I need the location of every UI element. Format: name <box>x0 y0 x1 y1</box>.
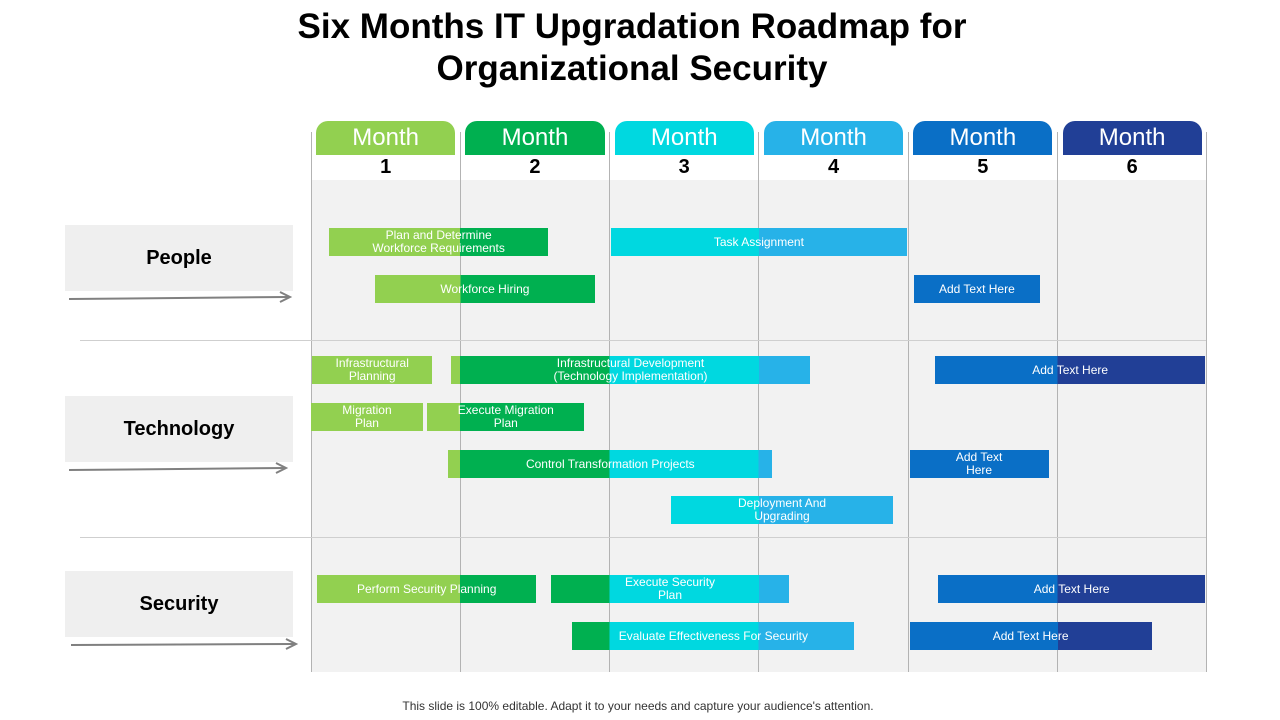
title-line-1: Six Months IT Upgradation Roadmap for <box>297 7 967 46</box>
task-bar: Plan and Determine Workforce Requirement… <box>328 228 549 256</box>
month-header-4: Month <box>763 121 904 155</box>
task-bar: Add Text Here <box>909 622 1152 650</box>
month-header-6: Month <box>1062 121 1202 155</box>
task-bar: Execute Migration Plan <box>427 403 585 431</box>
row-label-people: People <box>65 225 293 291</box>
row-separator <box>80 537 1206 538</box>
grid-line-vertical <box>459 132 461 672</box>
month-number-4: 4 <box>827 156 840 178</box>
grid-line-vertical <box>758 132 760 672</box>
task-bar: Add Text Here <box>938 575 1206 603</box>
footer-note: This slide is 100% editable. Adapt it to… <box>402 699 874 713</box>
month-header-1: Month <box>316 121 456 155</box>
task-bar: Evaluate Effectiveness For Security <box>572 622 855 650</box>
task-bar: Task Assignment <box>611 228 907 256</box>
page-title: Six Months IT Upgradation Roadmap for Or… <box>0 6 1264 90</box>
title-line-2: Organizational Security <box>436 49 828 88</box>
month-header-3: Month <box>614 121 754 155</box>
month-number-2: 2 <box>529 156 541 178</box>
row-label-technology: Technology <box>65 396 293 462</box>
task-bar: Add Text Here <box>935 356 1206 384</box>
month-number-6: 6 <box>1126 156 1138 178</box>
technology-arrow-icon <box>68 462 289 474</box>
month-number-5: 5 <box>977 156 989 178</box>
grid-line-vertical <box>1206 132 1208 672</box>
month-header-2: Month <box>465 121 605 155</box>
task-bar: Execute Security Plan <box>551 575 789 603</box>
task-bar: Add Text Here <box>914 275 1040 303</box>
people-arrow-icon <box>68 291 293 303</box>
task-bar: Deployment And Upgrading <box>670 496 894 524</box>
task-bar: Workforce Hiring <box>375 275 595 303</box>
task-bar: Infrastructural Planning <box>312 356 432 384</box>
grid-line-vertical <box>907 132 909 672</box>
row-separator <box>80 340 1206 341</box>
grid-line-vertical <box>1057 132 1058 672</box>
month-header-5: Month <box>913 121 1053 155</box>
task-bar: Migration Plan <box>311 403 423 431</box>
security-arrow-icon <box>70 638 299 650</box>
task-bar: Perform Security Planning <box>316 575 537 603</box>
grid-line-vertical <box>609 132 611 672</box>
task-bar: Infrastructural Development (Technology … <box>451 356 810 384</box>
month-number-3: 3 <box>678 156 690 178</box>
grid-line-vertical <box>310 132 312 672</box>
month-number-1: 1 <box>380 156 392 178</box>
task-bar: Add Text Here <box>909 450 1049 478</box>
row-label-security: Security <box>65 571 293 637</box>
task-bar: Control Transformation Projects <box>448 450 773 478</box>
